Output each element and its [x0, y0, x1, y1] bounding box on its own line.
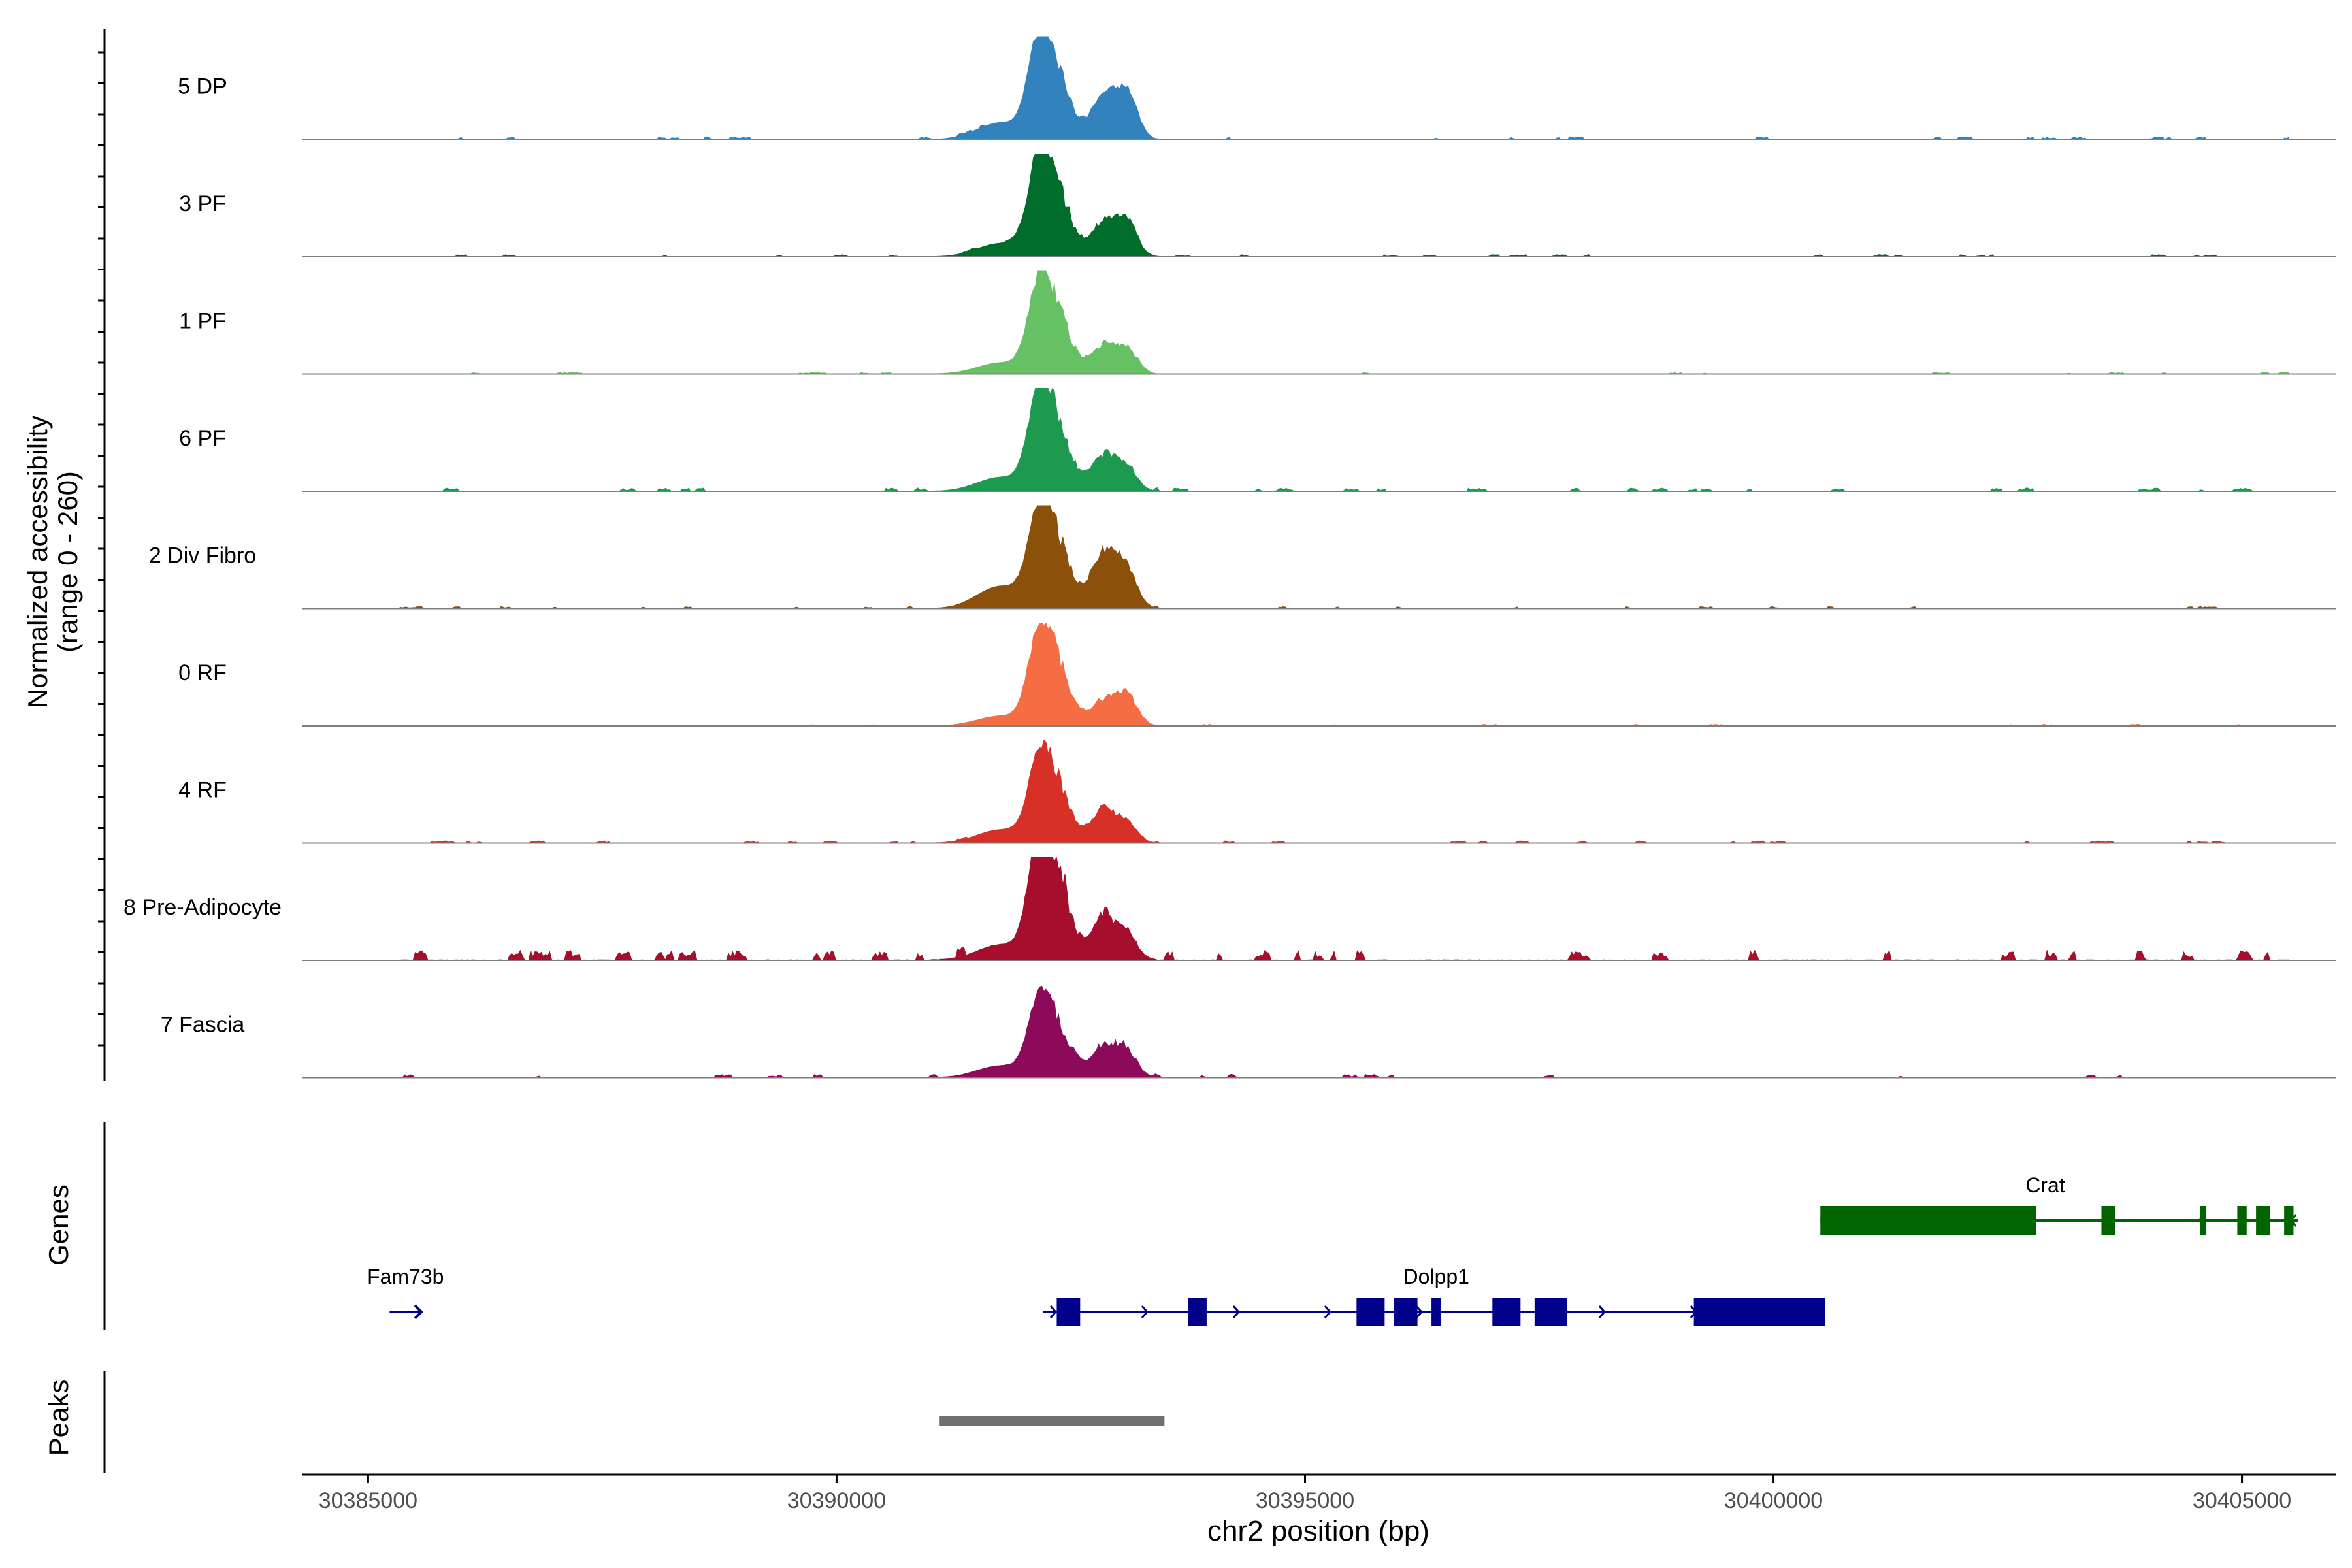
coverage-area [302, 36, 2289, 140]
track-2-div-fibro: 2 Div Fibro [149, 505, 2336, 610]
gene-name-label: Crat [2025, 1173, 2065, 1197]
x-axis: 30385000 30390000 30395000 30400000 30405000 [302, 1473, 2336, 1513]
strand-arrow [1415, 1305, 1423, 1318]
track-1-pf: 1 PF [179, 270, 2336, 375]
track-7-fascia: 7 Fascia [161, 985, 2336, 1079]
gene-name-label: Dolpp1 [1403, 1265, 1469, 1288]
track-8-pre-adipocyte: 8 Pre-Adipocyte [123, 857, 2336, 961]
gene-name-label: Fam73b [367, 1265, 444, 1288]
strand-arrow [1049, 1305, 1057, 1318]
track-label: 8 Pre-Adipocyte [123, 895, 282, 920]
coverage-y-axis [98, 29, 106, 1081]
y-axis-label: Normalized accessibility [22, 416, 53, 708]
genes-panel: Fam73b Dolpp1 Crat [103, 1122, 2298, 1330]
coverage-area [302, 505, 2289, 610]
gene-crat: Crat [1820, 1173, 2298, 1235]
strand-arrow [389, 1304, 423, 1320]
track-label: 6 PF [179, 426, 226, 451]
strand-arrow [1141, 1305, 1149, 1318]
x-axis-label: chr2 position (bp) [1207, 1515, 1429, 1547]
coverage-tracks: 5 DP 3 PF 1 PF 6 PF 2 Div Fibro 0 RF 4 RF 8 Pre… [123, 36, 2336, 1079]
gene-dolpp1: Dolpp1 [1042, 1265, 1825, 1326]
coverage-area [302, 857, 2289, 961]
x-tick-label: 30400000 [1724, 1488, 1823, 1513]
track-label: 5 DP [178, 74, 227, 99]
strand-arrow [1598, 1305, 1606, 1318]
coverage-area [302, 270, 2289, 375]
x-tick-label: 30385000 [319, 1488, 417, 1513]
track-label: 1 PF [179, 309, 226, 334]
track-0-rf: 0 RF [178, 622, 2336, 727]
exon [1492, 1298, 1521, 1326]
peaks-panel [103, 1371, 1165, 1473]
peaks-panel-label: Peaks [43, 1380, 74, 1456]
exon [2256, 1206, 2270, 1235]
strand-arrow [1324, 1305, 1331, 1318]
track-3-pf: 3 PF [179, 154, 2336, 257]
track-label: 4 RF [178, 778, 227, 803]
track-label: 3 PF [179, 191, 226, 216]
track-4-rf: 4 RF [178, 740, 2336, 844]
exon [2101, 1206, 2115, 1235]
genes-panel-label: Genes [43, 1184, 74, 1266]
track-label: 0 RF [178, 661, 227, 685]
exon [1394, 1298, 1418, 1326]
track-label: 2 Div Fibro [149, 544, 256, 568]
x-tick-label: 30405000 [2193, 1488, 2291, 1513]
coverage-area [302, 740, 2289, 844]
coverage-area [302, 622, 2289, 727]
exon [2237, 1206, 2247, 1235]
track-6-pf: 6 PF [179, 387, 2336, 492]
exon [1431, 1298, 1441, 1326]
y-axis-range-label: (range 0 - 260) [52, 471, 83, 653]
exon [1356, 1298, 1385, 1326]
track-label: 7 Fascia [161, 1013, 245, 1037]
exon [1534, 1298, 1568, 1326]
coverage-area [302, 154, 2289, 257]
peak-bar [939, 1416, 1165, 1426]
exon [2284, 1206, 2294, 1235]
coverage-area [302, 985, 2289, 1079]
coverage-area [302, 387, 2289, 492]
x-tick-label: 30390000 [787, 1488, 886, 1513]
exon [1693, 1298, 1825, 1326]
track-5-dp: 5 DP [178, 36, 2336, 140]
exon [1820, 1206, 2036, 1235]
exon [1056, 1298, 1081, 1326]
strand-arrow [1232, 1305, 1240, 1318]
gene-fam73b: Fam73b [367, 1265, 444, 1320]
x-tick-label: 30395000 [1256, 1488, 1354, 1513]
exon [1188, 1298, 1207, 1326]
exon [2200, 1206, 2207, 1235]
